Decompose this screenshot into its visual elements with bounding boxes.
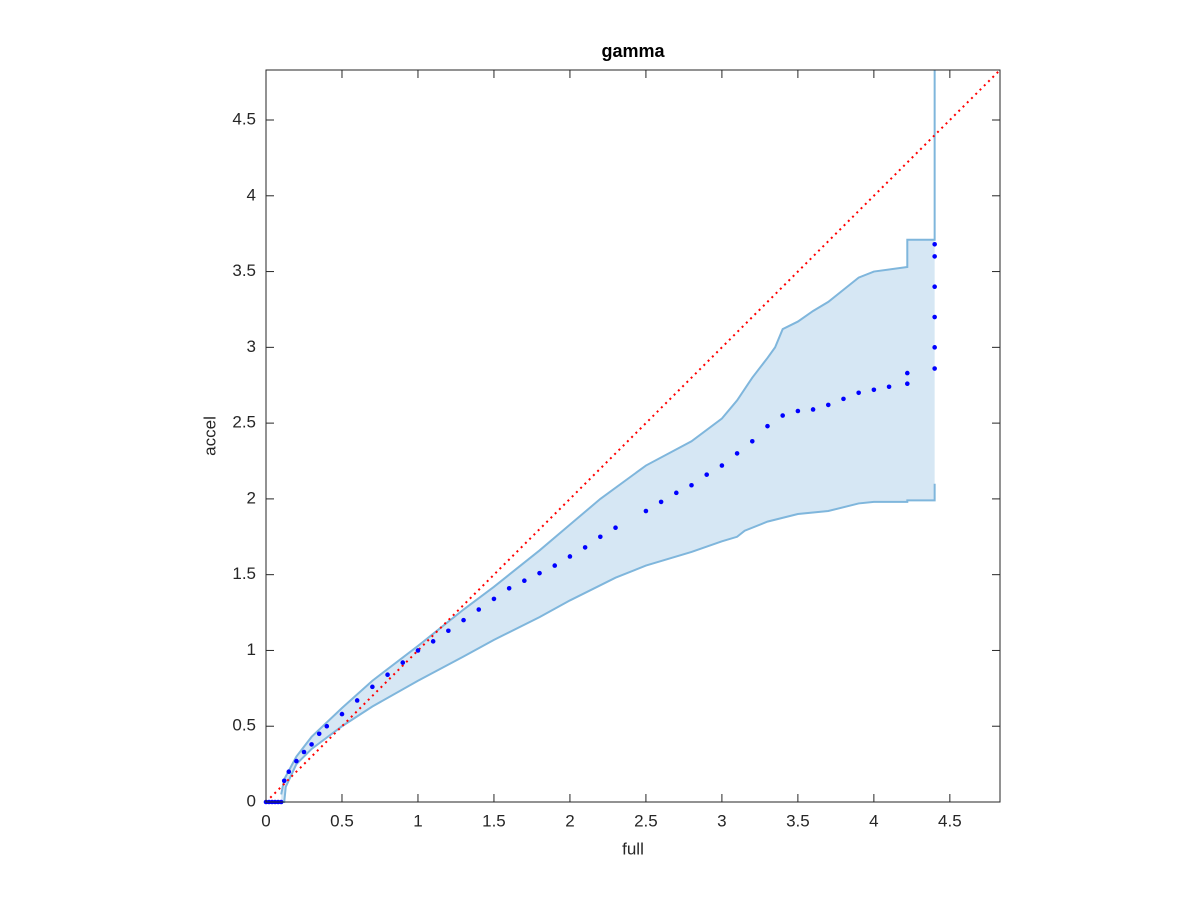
scatter-point [415,648,421,653]
scatter-point [552,563,558,568]
scatter-point [476,607,482,612]
y-tick-label: 0.5 [232,716,256,735]
scatter-point [932,366,937,371]
scatter-point [301,749,307,755]
scatter-point [841,396,846,402]
scatter-point [309,742,314,747]
scatter-point [567,554,573,559]
scatter-point [932,241,937,247]
x-tick-label: 1 [413,811,422,830]
scatter-point [491,596,497,602]
scatter-point [324,723,330,729]
scatter-point [749,439,755,444]
scatter-point [537,570,542,576]
scatter-point [385,672,390,677]
y-tick-label: 4.5 [232,109,256,128]
scatter-point [613,525,618,530]
scatter-point [461,617,466,623]
x-tick-label: 2 [565,811,574,830]
x-tick-label: 0.5 [330,811,354,830]
chart-title: gamma [601,41,665,61]
band-area [281,70,935,802]
scatter-point [932,284,937,290]
scatter-point [354,698,360,703]
scatter-point [446,628,451,634]
y-tick-label: 0 [247,791,256,810]
scatter-point [719,463,725,468]
scatter-point [932,314,937,320]
scatter-point [400,660,406,665]
scatter-point [506,586,512,591]
scatter-point [316,731,322,737]
band-lower-line [281,483,936,803]
y-axis-label: accel [200,416,219,456]
x-tick-label: 3.5 [786,811,810,830]
y-tick-label: 2.5 [232,413,256,432]
scatter-point [339,711,345,717]
scatter-point [294,758,299,764]
scatter-point [871,387,877,393]
band-upper-line [280,70,936,795]
scatter-point [886,384,892,390]
scatter-point [905,370,910,376]
scatter-point [674,490,679,496]
x-tick-label: 2.5 [634,811,658,830]
scatter-point [598,534,603,540]
scatter-point [810,407,816,412]
y-tick-label: 1.5 [232,564,256,583]
x-tick-label: 1.5 [482,811,506,830]
scatter-point [370,684,375,690]
scatter-point [905,381,910,387]
scatter-point [704,472,710,477]
scatter-point [856,390,861,396]
y-tick-label: 2 [247,488,256,507]
scatter-point [643,508,649,514]
scatter-point [932,254,937,259]
scatter-point [281,778,287,784]
axes-box [265,69,1001,803]
scatter-point [658,499,664,505]
x-tick-label: 4 [869,811,878,830]
x-axis-label: full [622,839,644,858]
scatter-point [689,482,694,488]
y-tick-label: 3 [247,337,256,356]
scatter-point [286,769,292,774]
scatter-point [932,345,937,350]
scatter-point [522,578,527,584]
y-tick-label: 1 [247,640,256,659]
scatter-point [795,408,801,414]
y-tick-label: 4 [247,185,256,204]
x-tick-label: 4.5 [938,811,962,830]
x-tick-label: 3 [717,811,726,830]
scatter-point [430,639,436,644]
scatter-point [825,402,831,408]
x-tick-label: 0 [261,811,270,830]
y-tick-label: 3.5 [232,261,256,280]
scatter-point [765,423,770,429]
scatter-point [734,451,740,456]
scatter-point [582,545,588,550]
scatter-point [780,413,785,418]
